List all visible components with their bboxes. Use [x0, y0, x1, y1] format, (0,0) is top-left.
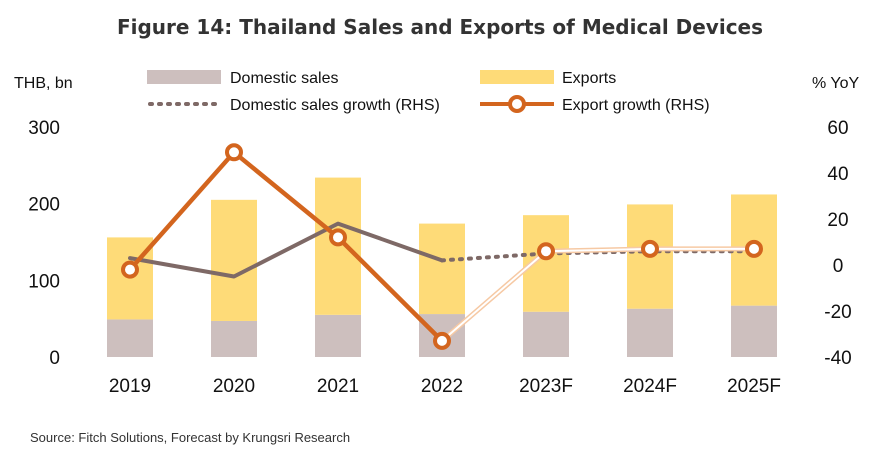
export-growth-marker	[537, 242, 555, 261]
domestic-growth-line	[128, 221, 444, 279]
right-tick-label: 60	[827, 118, 848, 139]
bars	[107, 177, 777, 357]
domestic-growth-forecast-line	[440, 249, 756, 263]
chart-title: Figure 14: Thailand Sales and Exports of…	[117, 15, 763, 39]
left-axis: 0 100 200 300	[28, 118, 60, 369]
right-tick-label: -40	[824, 348, 851, 369]
export-growth-forecast-line-inner	[441, 247, 754, 342]
x-tick-label: 2019	[109, 376, 151, 397]
left-axis-unit: THB, bn	[14, 75, 73, 92]
bar-domestic-sales	[315, 314, 361, 357]
legend-label-exports: Exports	[562, 70, 616, 87]
legend: Domestic sales Exports Domestic sales gr…	[147, 70, 710, 114]
legend-label-domestic-sales: Domestic sales	[230, 70, 338, 87]
right-tick-label: 40	[827, 164, 848, 185]
left-tick-label: 0	[49, 348, 60, 369]
right-tick-label: 20	[827, 210, 848, 231]
export-growth-marker	[225, 143, 243, 162]
x-tick-label: 2024F	[623, 376, 677, 397]
bar-domestic-sales	[107, 319, 153, 357]
export-growth-marker	[745, 239, 763, 258]
legend-swatch-export-growth-marker	[508, 95, 526, 113]
export-growth-marker	[121, 260, 139, 279]
right-tick-label: -20	[824, 302, 851, 323]
x-tick-label: 2025F	[727, 376, 781, 397]
x-tick-label: 2021	[317, 376, 359, 397]
bar-domestic-sales	[211, 320, 257, 357]
legend-label-export-growth: Export growth (RHS)	[562, 97, 710, 114]
bar-domestic-sales	[627, 308, 673, 357]
x-axis: 2019 2020 2021 2022 2023F 2024F 2025F	[109, 376, 781, 397]
export-growth-line	[128, 149, 444, 343]
left-tick-label: 300	[28, 118, 60, 139]
source-note: Source: Fitch Solutions, Forecast by Kru…	[30, 430, 350, 445]
export-growth-marker	[433, 331, 451, 350]
legend-swatch-exports	[480, 70, 554, 84]
right-axis-unit: % YoY	[812, 75, 859, 92]
export-growth-marker	[641, 239, 659, 258]
bar-exports	[419, 223, 465, 315]
left-tick-label: 100	[28, 271, 60, 292]
legend-label-domestic-growth: Domestic sales growth (RHS)	[230, 97, 440, 114]
right-axis: -40 -20 0 20 40 60	[824, 118, 851, 369]
growth-lines	[121, 143, 763, 350]
right-tick-label: 0	[833, 256, 844, 277]
x-tick-label: 2020	[213, 376, 255, 397]
left-tick-label: 200	[28, 195, 60, 216]
bar-exports	[211, 199, 257, 321]
legend-swatch-domestic-sales	[147, 70, 221, 84]
export-growth-forecast-line-outer	[440, 246, 754, 343]
export-growth-marker	[329, 228, 347, 247]
bar-domestic-sales	[523, 311, 569, 357]
x-tick-label: 2022	[421, 376, 463, 397]
x-tick-label: 2023F	[519, 376, 573, 397]
bar-domestic-sales	[731, 305, 777, 357]
